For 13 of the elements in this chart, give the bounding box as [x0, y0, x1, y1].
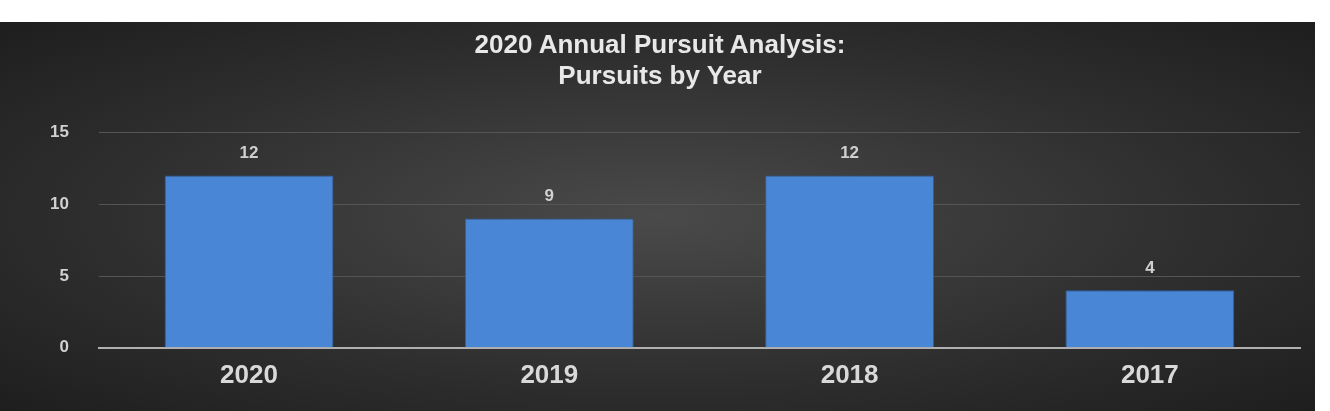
data-label: 9 — [544, 185, 555, 205]
data-label: 12 — [239, 142, 259, 162]
y-tick-label: 0 — [59, 337, 69, 357]
x-tick-label: 2020 — [220, 358, 278, 389]
data-label: 12 — [840, 142, 860, 162]
x-tick-label: 2019 — [520, 358, 579, 389]
x-tick-label: 2017 — [1120, 358, 1179, 389]
data-label: 4 — [1145, 257, 1156, 277]
x-tick-label: 2018 — [820, 358, 879, 389]
y-tick-label: 10 — [49, 193, 69, 213]
chart-title: 2020 Annual Pursuit Analysis: Pursuits by Year — [474, 28, 846, 90]
y-tick-label: 5 — [59, 265, 69, 285]
y-tick-label: 15 — [49, 122, 69, 142]
